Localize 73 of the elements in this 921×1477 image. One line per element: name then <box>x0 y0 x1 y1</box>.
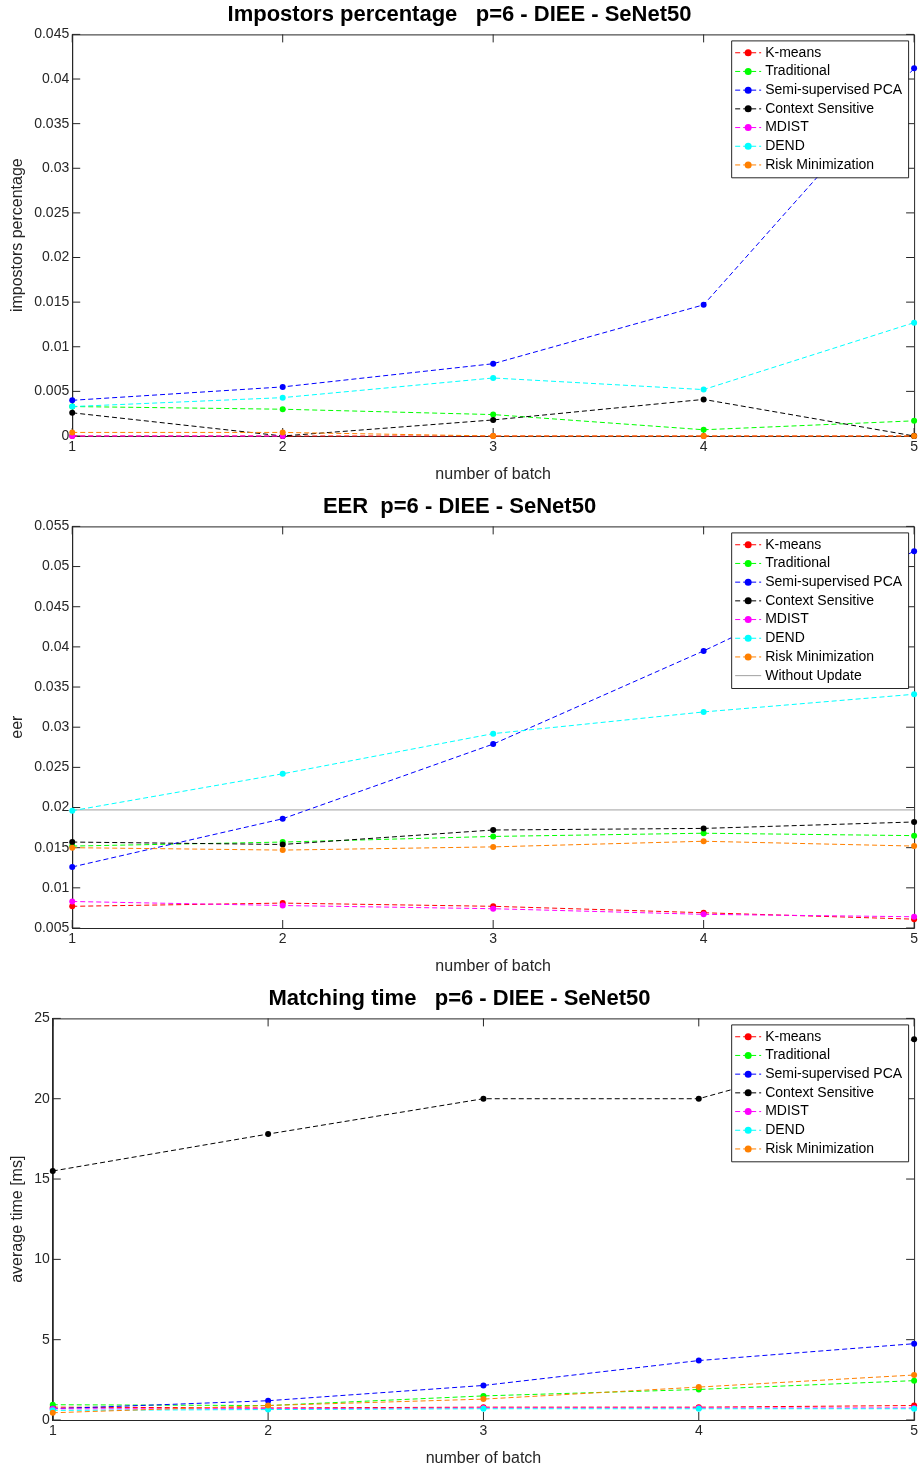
y-tick-label: 0.04 <box>41 637 70 654</box>
legend-label: Without Update <box>765 666 862 683</box>
y-tick-label: 0.04 <box>41 69 70 86</box>
y-tick-label: 0.015 <box>34 292 70 309</box>
x-tick-label: 3 <box>489 930 498 947</box>
legend-label: DEND <box>765 629 805 646</box>
x-tick-label: 4 <box>694 1422 703 1439</box>
y-tick-label: 0.035 <box>34 677 70 694</box>
y-tick-label: 0.025 <box>34 758 70 775</box>
x-tick-label: 3 <box>479 1422 488 1439</box>
x-tick-label: 2 <box>264 1422 273 1439</box>
x-axis-title: number of batch <box>435 464 551 482</box>
y-tick-label: 0.01 <box>41 878 70 895</box>
y-tick-label: 25 <box>34 1009 50 1026</box>
x-tick-label: 1 <box>48 1422 57 1439</box>
y-axis-title: average time [ms] <box>8 1155 26 1283</box>
x-tick-label: 4 <box>699 930 708 947</box>
legend-label: Semi-supervised PCA <box>765 1065 903 1082</box>
y-tick-label: 10 <box>34 1250 50 1267</box>
y-axis-title: impostors percentage <box>8 158 26 313</box>
x-tick-label: 3 <box>489 438 498 455</box>
legend-label: K-means <box>765 535 822 552</box>
y-tick-label: 0.03 <box>41 718 70 735</box>
y-tick-label: 0.02 <box>41 798 70 815</box>
legend-label: MDIST <box>765 1102 810 1119</box>
legend-label: Risk Minimization <box>765 1139 875 1156</box>
legend-label: Traditional <box>765 554 831 571</box>
y-tick-label: 0.055 <box>34 517 70 534</box>
legend-label: K-means <box>765 43 822 60</box>
legend-label: Risk Minimization <box>765 647 875 664</box>
x-tick-label: 5 <box>910 930 919 947</box>
legend-label: Context Sensitive <box>765 591 875 608</box>
y-tick-label: 0.03 <box>41 159 70 176</box>
legend-label: Context Sensitive <box>765 99 875 116</box>
y-tick-label: 15 <box>34 1169 50 1186</box>
x-tick-label: 4 <box>699 438 708 455</box>
legend-label: MDIST <box>765 118 810 135</box>
x-axis-title: number of batch <box>435 956 551 974</box>
x-tick-label: 2 <box>278 930 287 947</box>
y-tick-label: 0.05 <box>41 557 70 574</box>
legend-label: MDIST <box>765 610 810 627</box>
y-tick-label: 0 <box>41 1410 50 1427</box>
chart-title: Matching time p=6 - DIEE - SeNet50 <box>268 985 651 1011</box>
y-tick-label: 0.025 <box>34 203 70 220</box>
y-tick-label: 20 <box>34 1089 50 1106</box>
legend-label: Traditional <box>765 1046 831 1063</box>
y-tick-label: 0.045 <box>34 25 70 42</box>
chart-title: EER p=6 - DIEE - SeNet50 <box>322 493 597 519</box>
y-tick-label: 0.01 <box>41 337 70 354</box>
y-axis-title: eer <box>8 714 26 739</box>
legend-label: DEND <box>765 1121 805 1138</box>
legend-label: K-means <box>765 1027 822 1044</box>
y-tick-label: 5 <box>41 1330 50 1347</box>
y-tick-label: 0 <box>61 426 70 443</box>
legend-label: Context Sensitive <box>765 1083 875 1100</box>
legend-label: Semi-supervised PCA <box>765 81 903 98</box>
chart-title: Impostors percentage p=6 - DIEE - SeNet50 <box>227 1 692 27</box>
x-axis-title: number of batch <box>425 1448 542 1466</box>
y-tick-label: 0.045 <box>34 597 70 614</box>
y-tick-label: 0.015 <box>34 838 70 855</box>
x-tick-label: 1 <box>68 438 77 455</box>
y-tick-label: 0.005 <box>34 382 70 399</box>
legend-label: Traditional <box>765 62 831 79</box>
x-tick-label: 2 <box>278 438 287 455</box>
y-tick-label: 0.02 <box>41 248 70 265</box>
y-tick-label: 0.005 <box>34 918 70 935</box>
legend-label: Risk Minimization <box>765 155 875 172</box>
legend-label: Semi-supervised PCA <box>765 573 903 590</box>
legend-label: DEND <box>765 137 805 154</box>
y-tick-label: 0.035 <box>34 114 70 131</box>
x-tick-label: 5 <box>910 438 919 455</box>
x-tick-label: 5 <box>910 1422 919 1439</box>
x-tick-label: 1 <box>68 930 77 947</box>
